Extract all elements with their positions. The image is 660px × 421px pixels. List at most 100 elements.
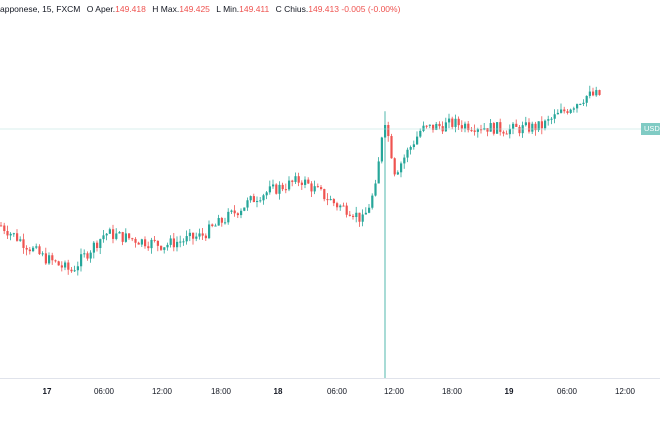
candle-body bbox=[380, 137, 383, 162]
candle-body bbox=[166, 244, 169, 248]
candle-body bbox=[147, 246, 150, 249]
candle-body bbox=[169, 238, 172, 245]
candle-body bbox=[9, 233, 12, 236]
candle-body bbox=[51, 255, 54, 261]
close-label: C bbox=[275, 4, 282, 14]
candle-body bbox=[105, 233, 108, 236]
candle-body bbox=[556, 112, 559, 115]
candle-body bbox=[118, 232, 121, 234]
candle-body bbox=[486, 128, 489, 132]
time-tick: 06:00 bbox=[93, 387, 115, 396]
candle-body bbox=[134, 238, 137, 243]
candle-body bbox=[390, 136, 393, 159]
candle-body bbox=[454, 118, 457, 127]
candle-body bbox=[422, 125, 425, 131]
candle-body bbox=[553, 114, 556, 119]
open-value: 149.418 bbox=[115, 4, 146, 14]
candlestick-chart[interactable] bbox=[0, 0, 660, 378]
time-tick: 18:00 bbox=[210, 387, 232, 396]
candle-body bbox=[80, 254, 83, 267]
time-axis[interactable]: 17 06:00 12:00 18:00 18 06:00 12:00 18:0… bbox=[0, 378, 660, 421]
candle-body bbox=[368, 207, 371, 213]
candle-body bbox=[92, 242, 95, 253]
candle-body bbox=[297, 176, 300, 183]
candle-body bbox=[569, 109, 572, 113]
candle-body bbox=[32, 247, 35, 252]
high-label: H bbox=[152, 4, 159, 14]
candle-body bbox=[444, 122, 447, 132]
candle-body bbox=[457, 118, 460, 126]
candle-body bbox=[185, 236, 188, 242]
candle-body bbox=[432, 124, 435, 130]
candle-body bbox=[70, 269, 73, 272]
candle-body bbox=[323, 189, 326, 200]
candle-body bbox=[233, 210, 236, 214]
candle-body bbox=[102, 235, 105, 240]
candle-body bbox=[460, 125, 463, 129]
candle-body bbox=[320, 187, 323, 190]
time-tick: 12:00 bbox=[151, 387, 173, 396]
candle-body bbox=[112, 229, 115, 239]
candle-body bbox=[16, 233, 19, 241]
candle-body bbox=[192, 232, 195, 239]
candle-body bbox=[400, 163, 403, 173]
candle-body bbox=[108, 229, 111, 234]
candle-body bbox=[156, 240, 159, 246]
ohlc-legend: apponese, 15, FXCM O Aper.149.418 H Max.… bbox=[0, 4, 401, 14]
candle-body bbox=[304, 179, 307, 185]
candle-body bbox=[6, 230, 9, 236]
candle-body bbox=[115, 233, 118, 239]
candle-body bbox=[307, 179, 310, 184]
candle-body bbox=[342, 205, 345, 207]
candle-body bbox=[140, 239, 143, 245]
low-label: L bbox=[216, 4, 221, 14]
candle-body bbox=[492, 123, 495, 134]
candle-body bbox=[435, 123, 438, 130]
candle-body bbox=[508, 128, 511, 135]
candle-body bbox=[582, 102, 585, 104]
candle-body bbox=[348, 214, 351, 216]
candle-body bbox=[316, 186, 319, 188]
candle-body bbox=[208, 224, 211, 239]
candle-body bbox=[537, 121, 540, 131]
candle-body bbox=[89, 252, 92, 259]
candle-body bbox=[592, 91, 595, 96]
candle-body bbox=[451, 118, 454, 127]
candle-body bbox=[566, 111, 569, 113]
candle-body bbox=[518, 126, 521, 134]
time-tick: 12:00 bbox=[614, 387, 636, 396]
candle-body bbox=[489, 123, 492, 132]
close-value: 149.413 bbox=[308, 4, 339, 14]
candle-body bbox=[473, 130, 476, 132]
symbol-name: apponese bbox=[0, 4, 38, 14]
candle-body bbox=[214, 225, 217, 227]
time-tick-day: 17 bbox=[42, 387, 52, 396]
candle-body bbox=[544, 120, 547, 129]
candle-body bbox=[224, 222, 227, 224]
candle-body bbox=[470, 130, 473, 132]
candle-body bbox=[83, 253, 86, 255]
candle-body bbox=[12, 233, 15, 235]
candle-body bbox=[534, 123, 537, 131]
time-tick: 06:00 bbox=[556, 387, 578, 396]
candle-body bbox=[332, 199, 335, 204]
candle-body bbox=[598, 90, 601, 95]
candle-body bbox=[54, 260, 57, 262]
candle-body bbox=[550, 118, 553, 120]
candle-body bbox=[339, 205, 342, 208]
candle-body bbox=[48, 255, 51, 264]
candle-body bbox=[163, 247, 166, 250]
candle-body bbox=[505, 133, 508, 135]
candle-body bbox=[25, 247, 28, 250]
candle-body bbox=[249, 196, 252, 201]
candle-body bbox=[22, 239, 25, 248]
candle-body bbox=[176, 241, 179, 248]
candle-body bbox=[236, 213, 239, 216]
candle-body bbox=[496, 122, 499, 134]
candle-body bbox=[412, 144, 415, 148]
candle-body bbox=[121, 232, 124, 242]
candle-body bbox=[259, 200, 262, 202]
candle-body bbox=[310, 183, 313, 192]
candle-body bbox=[188, 232, 191, 237]
